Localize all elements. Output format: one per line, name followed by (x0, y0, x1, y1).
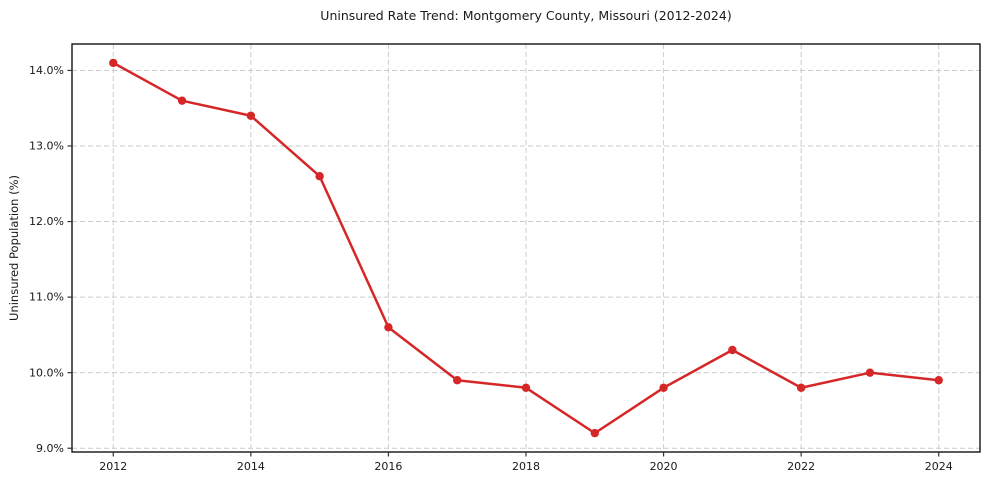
data-point-marker (521, 383, 531, 392)
data-point-marker (934, 376, 943, 385)
data-point-marker (453, 376, 462, 385)
x-tick-label: 2012 (99, 460, 127, 473)
data-point-marker (246, 111, 256, 120)
x-tick-label: 2018 (512, 460, 540, 473)
y-tick-label: 9.0% (36, 442, 64, 455)
y-tick-label: 14.0% (29, 64, 64, 77)
x-tick-label: 2024 (925, 460, 953, 473)
data-point-marker (865, 368, 875, 377)
x-axis-ticks: 2012 2014 2016 2018 2020 2022 2024 (99, 452, 953, 473)
data-point-marker (590, 428, 599, 438)
y-tick-label: 10.0% (29, 366, 64, 379)
x-tick-label: 2022 (787, 460, 815, 473)
data-point-marker (796, 383, 806, 392)
y-tick-label: 13.0% (29, 140, 64, 153)
data-series (109, 58, 943, 438)
gridlines (72, 44, 980, 452)
data-point-marker (384, 323, 393, 332)
x-tick-label: 2016 (374, 460, 402, 473)
y-axis-ticks: 9.0% 10.0% 11.0% 12.0% 13.0% 14.0% (29, 64, 72, 455)
x-tick-label: 2014 (237, 460, 265, 473)
y-tick-label: 12.0% (29, 215, 64, 228)
data-point-marker (728, 345, 737, 355)
data-point-marker (109, 58, 118, 68)
y-axis-label: Uninsured Population (%) (7, 175, 21, 321)
data-point-marker (315, 172, 324, 181)
chart-title: Uninsured Rate Trend: Montgomery County,… (320, 8, 731, 23)
y-tick-label: 11.0% (29, 291, 64, 304)
data-point-marker (659, 383, 668, 392)
data-point-marker (177, 96, 187, 105)
x-tick-label: 2020 (650, 460, 678, 473)
